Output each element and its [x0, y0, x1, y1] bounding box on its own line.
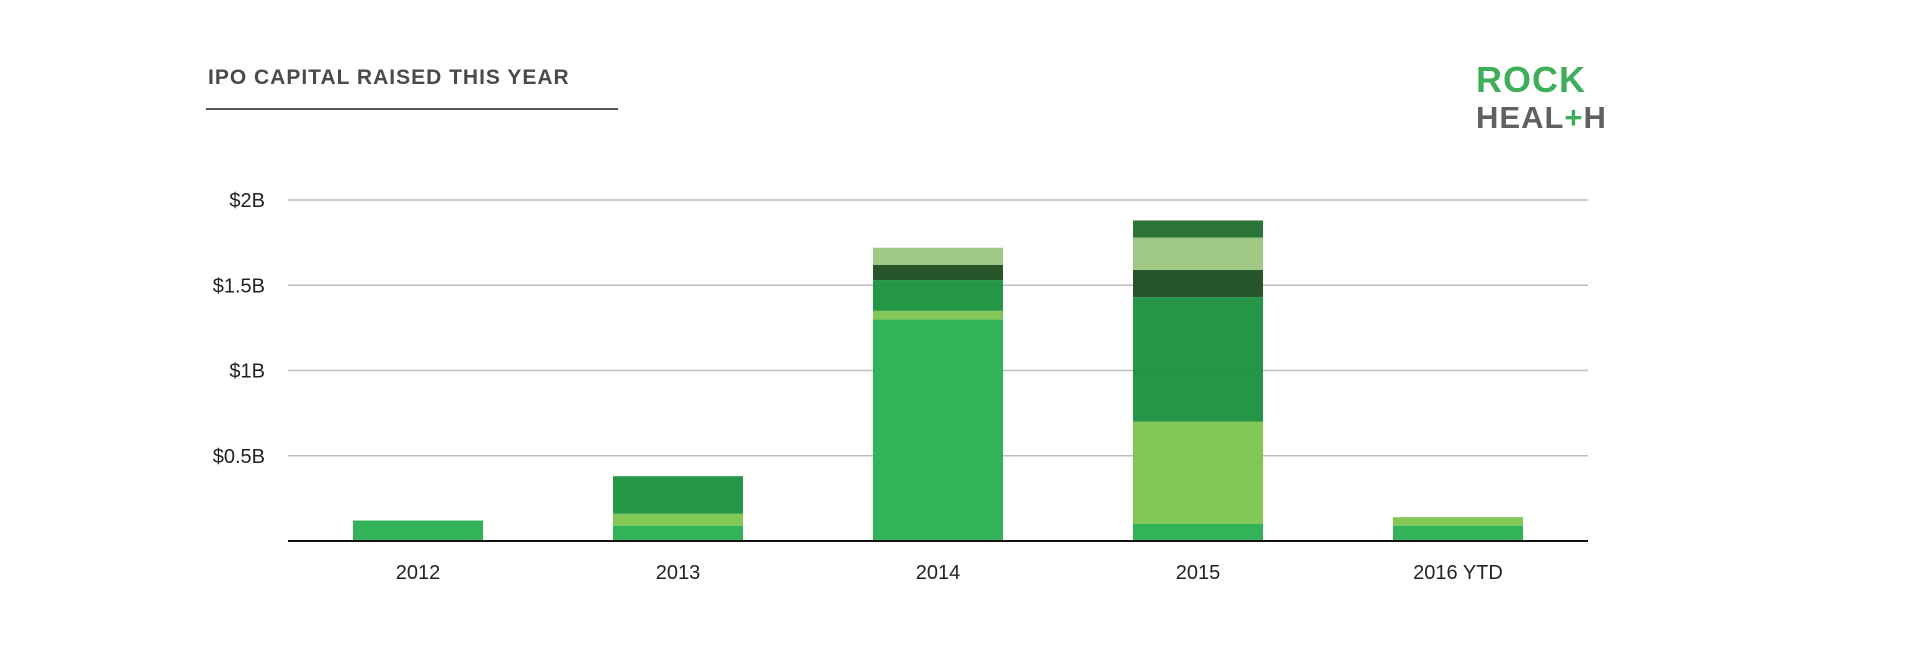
title-underline — [206, 108, 618, 110]
bar-segment — [1133, 421, 1263, 524]
bar-segment — [873, 310, 1003, 320]
bar-segment — [1133, 523, 1263, 541]
chart-title: IPO CAPITAL RAISED THIS YEAR — [208, 66, 570, 89]
bar-segment — [873, 247, 1003, 265]
bar-segment — [613, 513, 743, 526]
x-tick-label: 2016 YTD — [1413, 562, 1503, 584]
y-tick-label: $0.5B — [213, 446, 265, 468]
bar-segment — [1133, 269, 1263, 298]
rock-health-logo: ROCK HEAL+H — [1476, 59, 1626, 135]
bar-segment — [873, 280, 1003, 311]
bar-segment — [873, 319, 1003, 541]
logo-line-1: ROCK — [1476, 59, 1586, 100]
bar-segment — [353, 520, 483, 541]
x-tick-label: 2012 — [396, 562, 441, 584]
bar-segment — [1393, 525, 1523, 541]
y-tick-label: $1.5B — [213, 275, 265, 297]
bar-segment — [1133, 297, 1263, 422]
x-tick-label: 2015 — [1176, 562, 1221, 584]
bar-segment — [1133, 237, 1263, 270]
bar-segment — [613, 476, 743, 514]
x-tick-label: 2014 — [916, 562, 961, 584]
bar-segment — [873, 264, 1003, 281]
y-tick-label: $2B — [229, 190, 265, 212]
bar-segment — [613, 525, 743, 541]
x-tick-label: 2013 — [656, 562, 701, 584]
bar-segment — [1393, 517, 1523, 526]
logo-line-2: HEAL+H — [1476, 100, 1607, 135]
y-tick-label: $1B — [229, 361, 265, 383]
bar-segment — [1133, 220, 1263, 238]
